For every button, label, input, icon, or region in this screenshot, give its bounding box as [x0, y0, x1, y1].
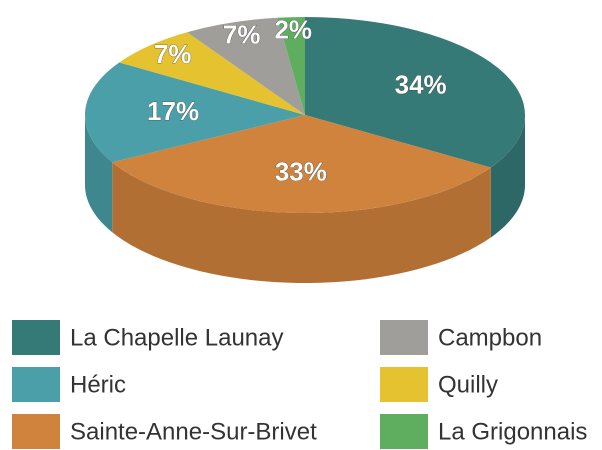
- slice: [277, 17, 305, 115]
- data-label: 7%: [154, 39, 192, 69]
- legend-swatch: [12, 320, 60, 355]
- legend-label: Sainte-Anne-Sur-Brivet: [70, 418, 317, 445]
- slice: [187, 17, 305, 115]
- legend-label: Héric: [70, 371, 126, 398]
- slice: [119, 32, 305, 116]
- slice: [85, 62, 305, 163]
- slice-side: [490, 115, 525, 238]
- slice: [112, 115, 491, 213]
- legend-swatch: [380, 367, 428, 402]
- legend-swatch: [12, 414, 60, 449]
- legend-swatch: [380, 320, 428, 355]
- slice-side: [112, 162, 491, 283]
- legend-swatch: [380, 414, 428, 449]
- legend-label: Campbon: [438, 324, 542, 351]
- slice-side: [85, 115, 113, 233]
- data-label: 17%: [147, 96, 199, 126]
- data-label: 2%: [274, 15, 312, 45]
- legend-swatch: [12, 367, 60, 402]
- data-label: 34%: [395, 70, 447, 100]
- legend-label: Quilly: [438, 371, 498, 398]
- slice: [305, 17, 525, 168]
- legend-label: La Chapelle Launay: [70, 324, 284, 351]
- legend-label: La Grigonnais: [438, 418, 587, 445]
- data-label: 33%: [275, 157, 327, 187]
- data-label: 7%: [223, 19, 261, 49]
